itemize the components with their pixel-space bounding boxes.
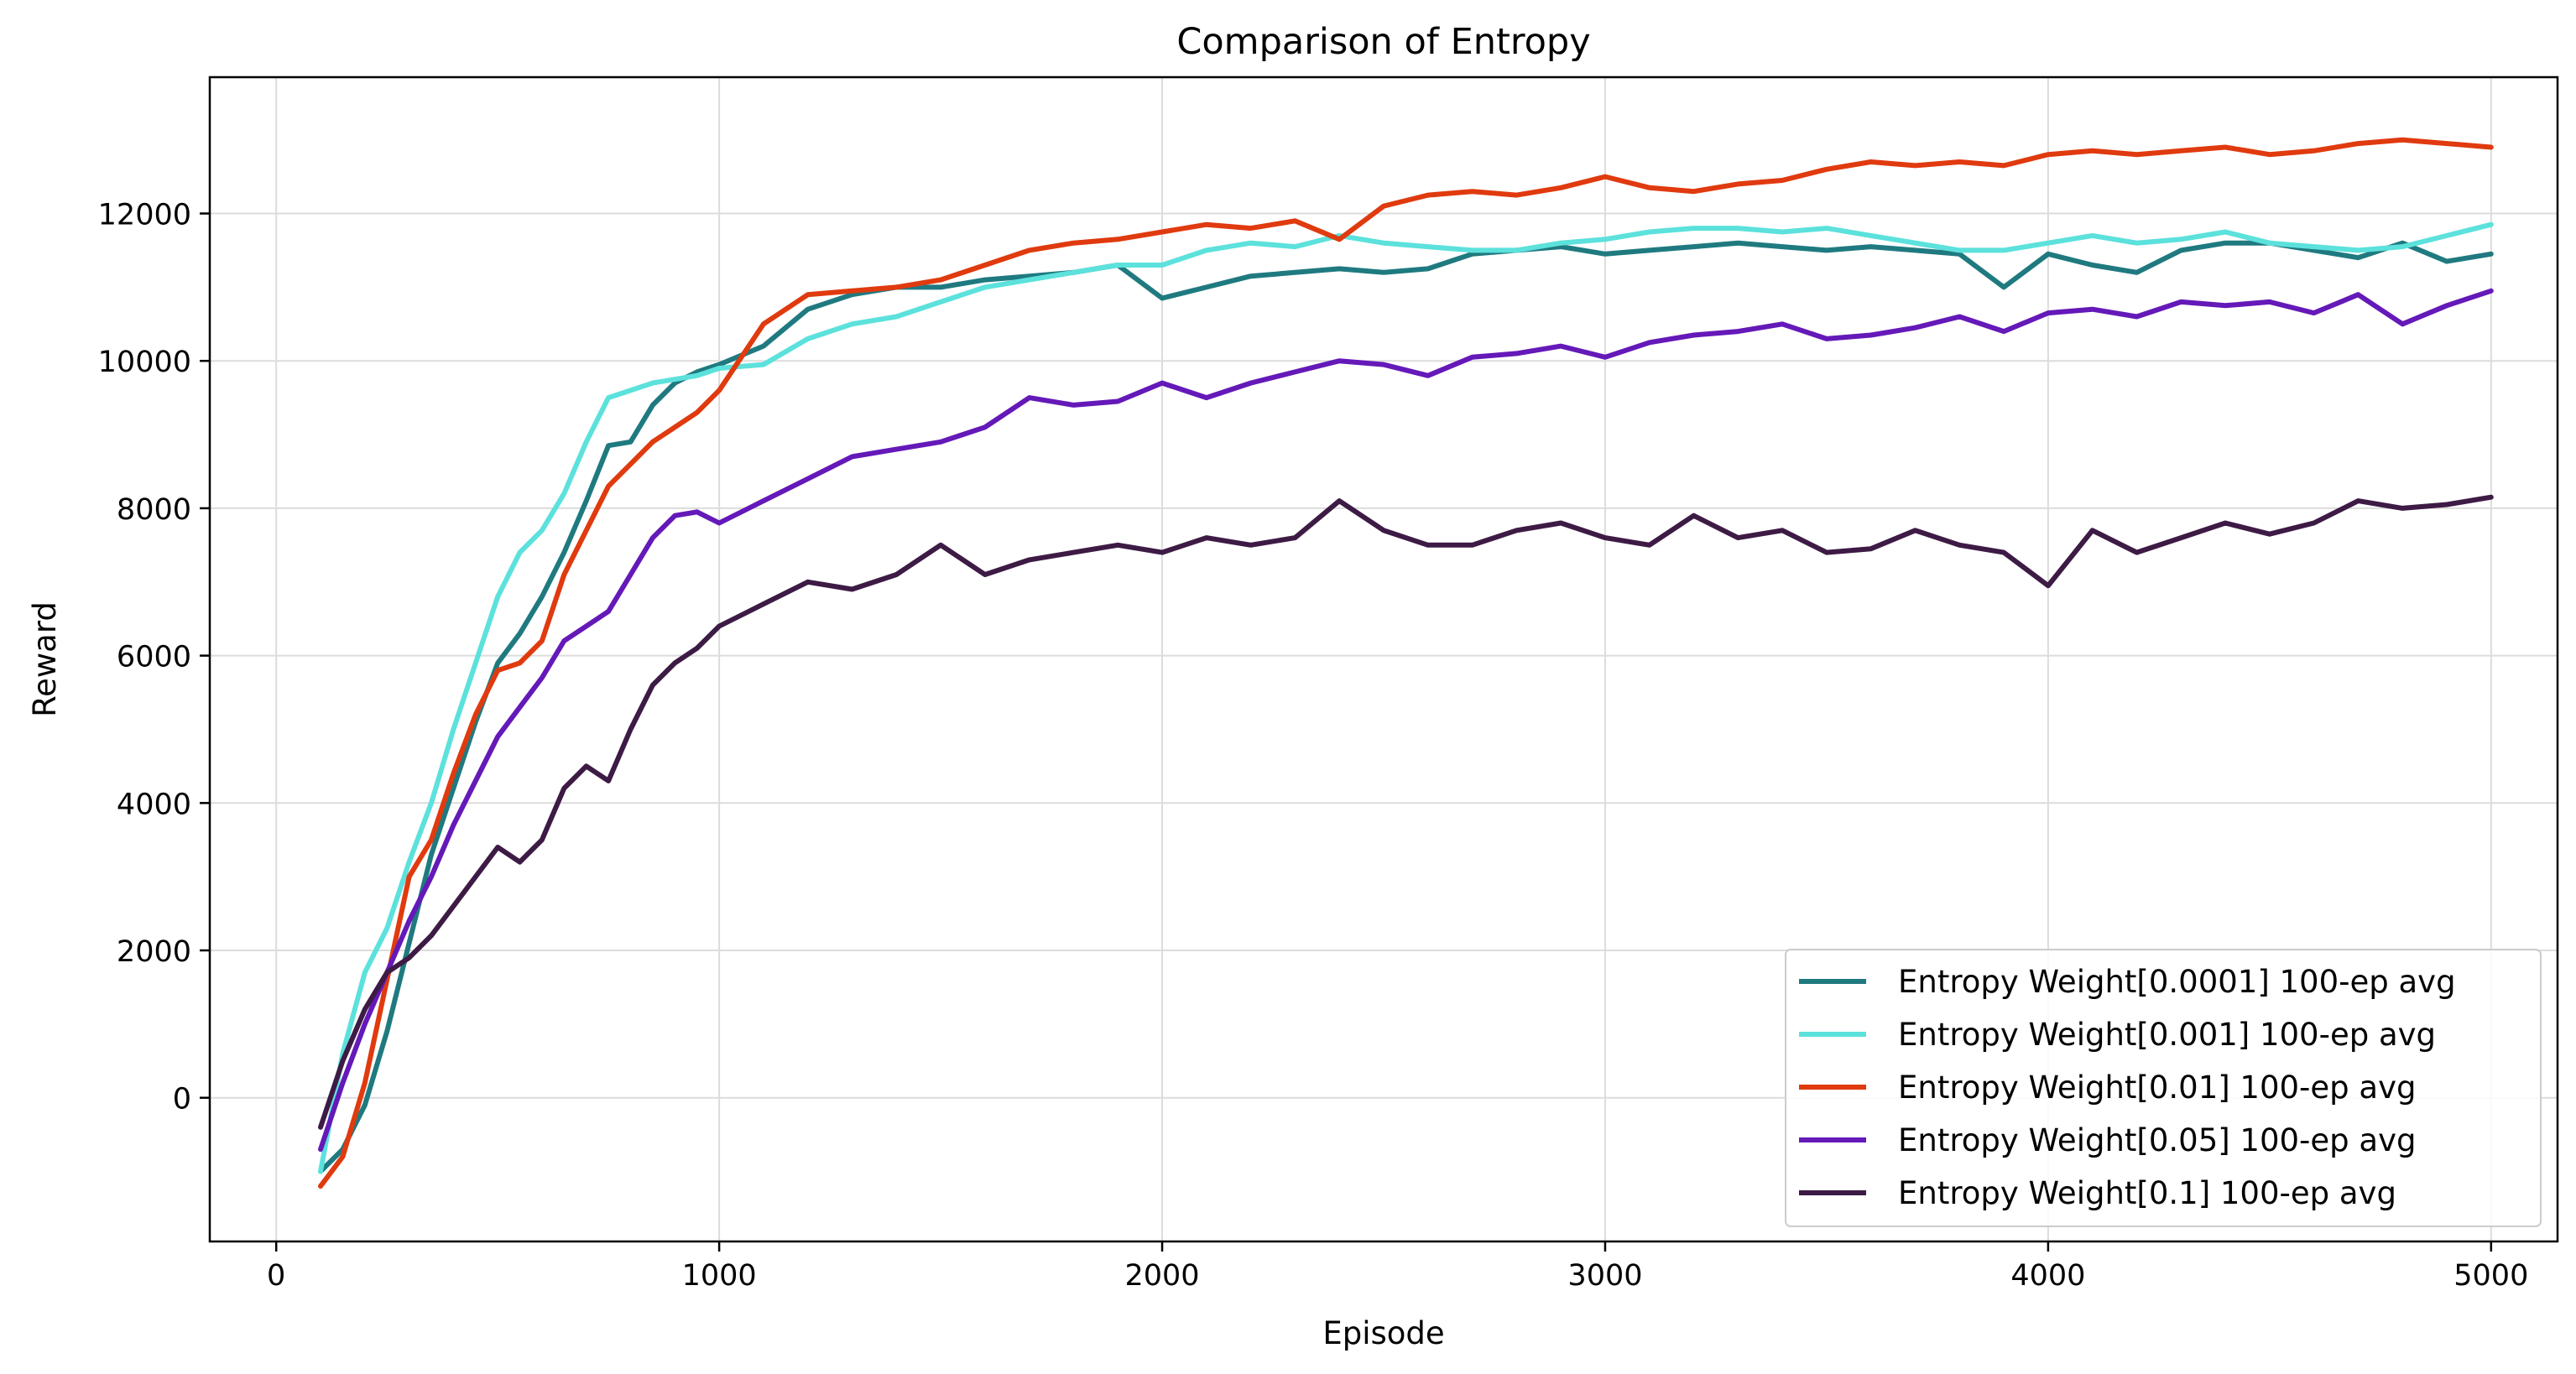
x-tick-label: 4000	[2010, 1259, 2085, 1293]
series-line	[318, 288, 2494, 1153]
y-tick-label: 0	[173, 1083, 191, 1116]
series-line	[318, 137, 2494, 1189]
y-axis-label: Reward	[27, 601, 63, 717]
legend-label: Entropy Weight[0.001] 100-ep avg	[1898, 1017, 2436, 1053]
legend-label: Entropy Weight[0.05] 100-ep avg	[1898, 1122, 2416, 1158]
series-line	[318, 240, 2494, 1174]
x-tick-label: 2000	[1124, 1259, 1199, 1293]
y-tick-label: 6000	[117, 641, 191, 674]
legend-label: Entropy Weight[0.1] 100-ep avg	[1898, 1175, 2396, 1211]
chart-title: Comparison of Entropy	[1176, 21, 1590, 63]
y-tick-label: 4000	[117, 788, 191, 821]
series-line	[318, 494, 2494, 1130]
x-axis-label: Episode	[1322, 1315, 1444, 1351]
series-line	[318, 221, 2494, 1174]
legend-box	[1785, 949, 2542, 1227]
plot-frame	[208, 75, 2559, 1243]
y-tick-label: 2000	[117, 935, 191, 969]
y-tick-label: 8000	[117, 493, 191, 527]
ticks: 0 1000 2000 3000 4000 5000 0 2000 4000 6000 8000 10…	[98, 199, 2529, 1293]
series-layer	[318, 137, 2494, 1189]
x-tick-label: 3000	[1567, 1259, 1642, 1293]
legend: Entropy Weight[0.0001] 100-ep avg Entropy…	[1785, 949, 2542, 1227]
x-tick-label: 1000	[682, 1259, 757, 1293]
x-tick-label: 5000	[2453, 1259, 2528, 1293]
legend-label: Entropy Weight[0.0001] 100-ep avg	[1898, 964, 2456, 1000]
y-tick-label: 12000	[98, 199, 191, 232]
x-tick-label: 0	[267, 1259, 285, 1293]
legend-label: Entropy Weight[0.01] 100-ep avg	[1898, 1070, 2416, 1106]
y-tick-label: 10000	[98, 346, 191, 379]
